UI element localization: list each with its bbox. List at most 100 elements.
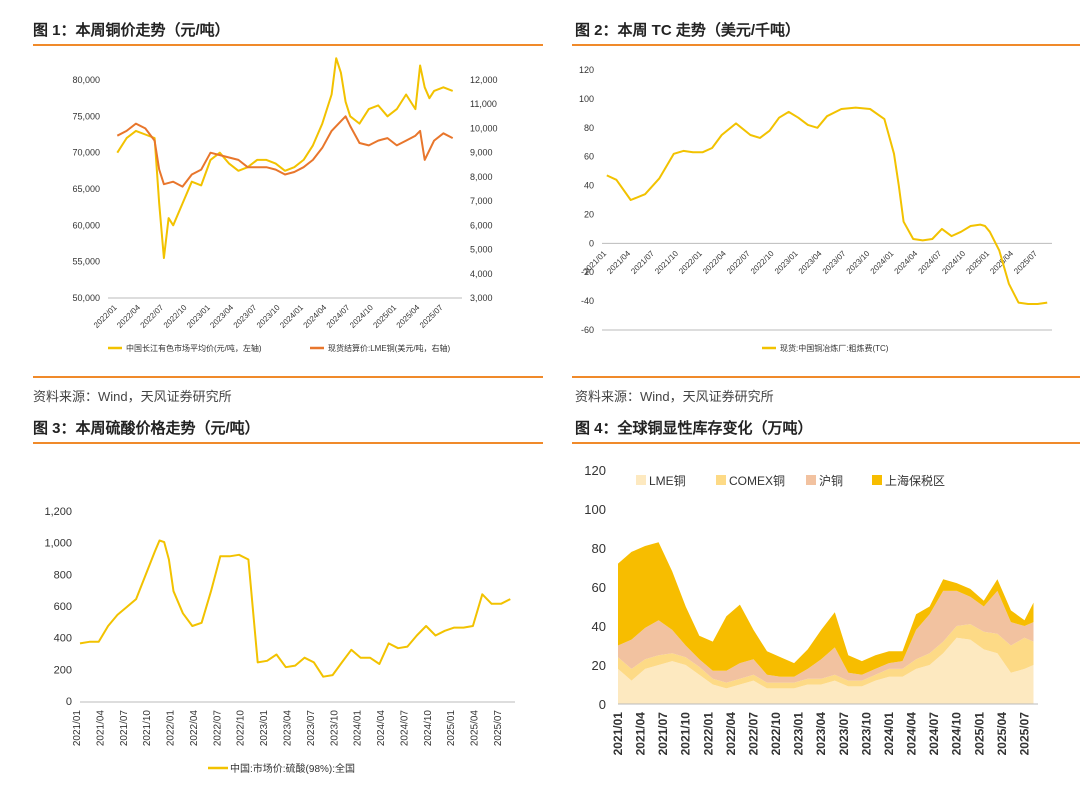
y-tick-6: 60 [584, 152, 594, 162]
x-tick-13: 2024/04 [905, 712, 919, 756]
x-tick-6: 2023/07 [232, 303, 259, 330]
x-tick-4: 2022/01 [677, 249, 704, 276]
x-tick-14: 2024/07 [927, 712, 941, 756]
x-tick-14: 2024/07 [399, 710, 410, 747]
y-tick-9: 120 [579, 65, 594, 75]
x-tick-12: 2024/01 [353, 710, 364, 747]
area-series-3 [618, 542, 1034, 677]
y-tick-8: 100 [579, 94, 594, 104]
x-tick-15: 2024/10 [950, 712, 964, 756]
x-tick-7: 2022/10 [236, 710, 247, 747]
y-tick-0: 50,000 [72, 293, 100, 303]
y-tick-0: 0 [599, 697, 606, 712]
x-tick-16: 2025/01 [964, 249, 991, 276]
legend-label-2: 沪铜 [819, 473, 843, 488]
y-right-tick-7: 10,000 [470, 123, 498, 133]
legend-label-0: 现货:中国铜冶炼厂:粗炼费(TC) [780, 343, 889, 353]
y-tick-3: 65,000 [72, 184, 100, 194]
x-tick-17: 2025/04 [470, 710, 481, 747]
chart2-rule [572, 44, 1080, 46]
y-tick-4: 20 [584, 209, 594, 219]
y-tick-2: 40 [592, 619, 606, 634]
x-tick-15: 2024/10 [940, 249, 967, 276]
x-tick-2: 2021/07 [119, 710, 130, 747]
x-tick-5: 2022/04 [724, 712, 738, 756]
y-tick-1: -40 [581, 296, 594, 306]
legend-label-1: 现货结算价:LME铜(美元/吨，右轴) [328, 343, 451, 353]
legend-label-0: 中国:市场价:硫酸(98%):全国 [230, 762, 355, 775]
x-tick-12: 2024/01 [882, 712, 896, 756]
x-tick-1: 2022/04 [115, 303, 142, 330]
x-tick-7: 2023/10 [255, 303, 282, 330]
y-tick-5: 40 [584, 181, 594, 191]
legend-swatch-3 [872, 475, 882, 485]
x-tick-3: 2021/10 [679, 712, 693, 756]
y-tick-3: 60 [592, 580, 606, 595]
x-tick-0: 2021/01 [72, 710, 83, 747]
x-tick-11: 2023/10 [329, 710, 340, 747]
source-rule-left [33, 376, 543, 378]
x-tick-2: 2021/07 [656, 712, 670, 756]
y-tick-5: 1,000 [44, 538, 72, 550]
chart3-rule [33, 442, 543, 444]
x-tick-9: 2023/04 [797, 249, 824, 276]
y-tick-6: 1,200 [44, 506, 72, 518]
legend-label-3: 上海保税区 [885, 473, 945, 488]
x-tick-0: 2021/01 [611, 712, 625, 756]
x-tick-8: 2024/01 [278, 303, 305, 330]
chart2-canvas: -60-40-200204060801001202021/012021/0420… [579, 65, 1052, 353]
x-tick-6: 2022/07 [746, 712, 760, 756]
x-tick-10: 2023/07 [821, 249, 848, 276]
area-series-2 [618, 590, 1034, 683]
series-line-0 [606, 106, 1048, 305]
legend-swatch-2 [806, 475, 816, 485]
x-tick-6: 2022/07 [212, 710, 223, 747]
y-tick-3: 600 [54, 601, 72, 613]
x-tick-10: 2023/07 [837, 712, 851, 756]
y-right-tick-6: 9,000 [470, 148, 493, 158]
chart3-title: 图 3：本周硫酸价格走势（元/吨） [33, 420, 260, 437]
legend-swatch-1 [716, 475, 726, 485]
x-tick-8: 2023/01 [259, 710, 270, 747]
y-tick-4: 70,000 [72, 148, 100, 158]
y-right-tick-1: 4,000 [470, 269, 493, 279]
chart1-canvas: 50,000 55,000 60,000 65,000 70,000 75,000 80,0… [72, 57, 498, 353]
legend-label-0: 中国长江有色市场平均价(元/吨，左轴) [126, 343, 262, 353]
chart1-title: 图 1：本周铜价走势（元/吨） [33, 22, 230, 39]
x-tick-13: 2024/04 [376, 710, 387, 747]
x-tick-9: 2024/04 [302, 303, 329, 330]
chart2-title: 图 2：本周 TC 走势（美元/千吨） [575, 22, 801, 39]
y-tick-6: 80,000 [72, 75, 100, 85]
x-tick-12: 2025/01 [371, 303, 398, 330]
y-tick-1: 200 [54, 664, 72, 676]
y-right-tick-2: 5,000 [470, 245, 493, 255]
x-tick-6: 2022/07 [725, 249, 752, 276]
x-tick-13: 2025/04 [395, 303, 422, 330]
x-tick-12: 2024/01 [869, 249, 896, 276]
x-tick-7: 2022/10 [769, 712, 783, 756]
y-tick-0: -60 [581, 325, 594, 335]
source-text-left: 资料来源：Wind，天风证券研究所 [33, 389, 232, 404]
x-tick-11: 2024/10 [348, 303, 375, 330]
y-tick-3: 0 [589, 238, 594, 248]
x-tick-4: 2022/01 [701, 712, 715, 756]
y-right-tick-4: 7,000 [470, 196, 493, 206]
y-tick-1: 55,000 [72, 257, 100, 267]
x-tick-14: 2024/07 [916, 249, 943, 276]
x-tick-0: 2022/01 [92, 303, 119, 330]
x-tick-11: 2023/10 [845, 249, 872, 276]
x-tick-1: 2021/04 [605, 249, 632, 276]
x-tick-5: 2022/04 [189, 710, 200, 747]
source-text-right: 资料来源：Wind，天风证券研究所 [575, 389, 774, 404]
x-tick-5: 2023/04 [208, 303, 235, 330]
x-tick-0: 2021/01 [581, 249, 608, 276]
x-tick-11: 2023/10 [859, 712, 873, 756]
y-right-tick-0: 3,000 [470, 293, 493, 303]
chart4-canvas: 0 20 40 60 80 100 120 2021/01 2021/04 2021/07 2021… [584, 463, 1038, 756]
x-tick-2: 2021/07 [629, 249, 656, 276]
y-tick-0: 0 [66, 696, 72, 708]
x-tick-4: 2023/01 [185, 303, 212, 330]
x-tick-4: 2022/01 [166, 710, 177, 747]
chart4-title: 图 4：全球铜显性库存变化（万吨） [575, 420, 813, 437]
x-tick-16: 2025/01 [972, 712, 986, 756]
